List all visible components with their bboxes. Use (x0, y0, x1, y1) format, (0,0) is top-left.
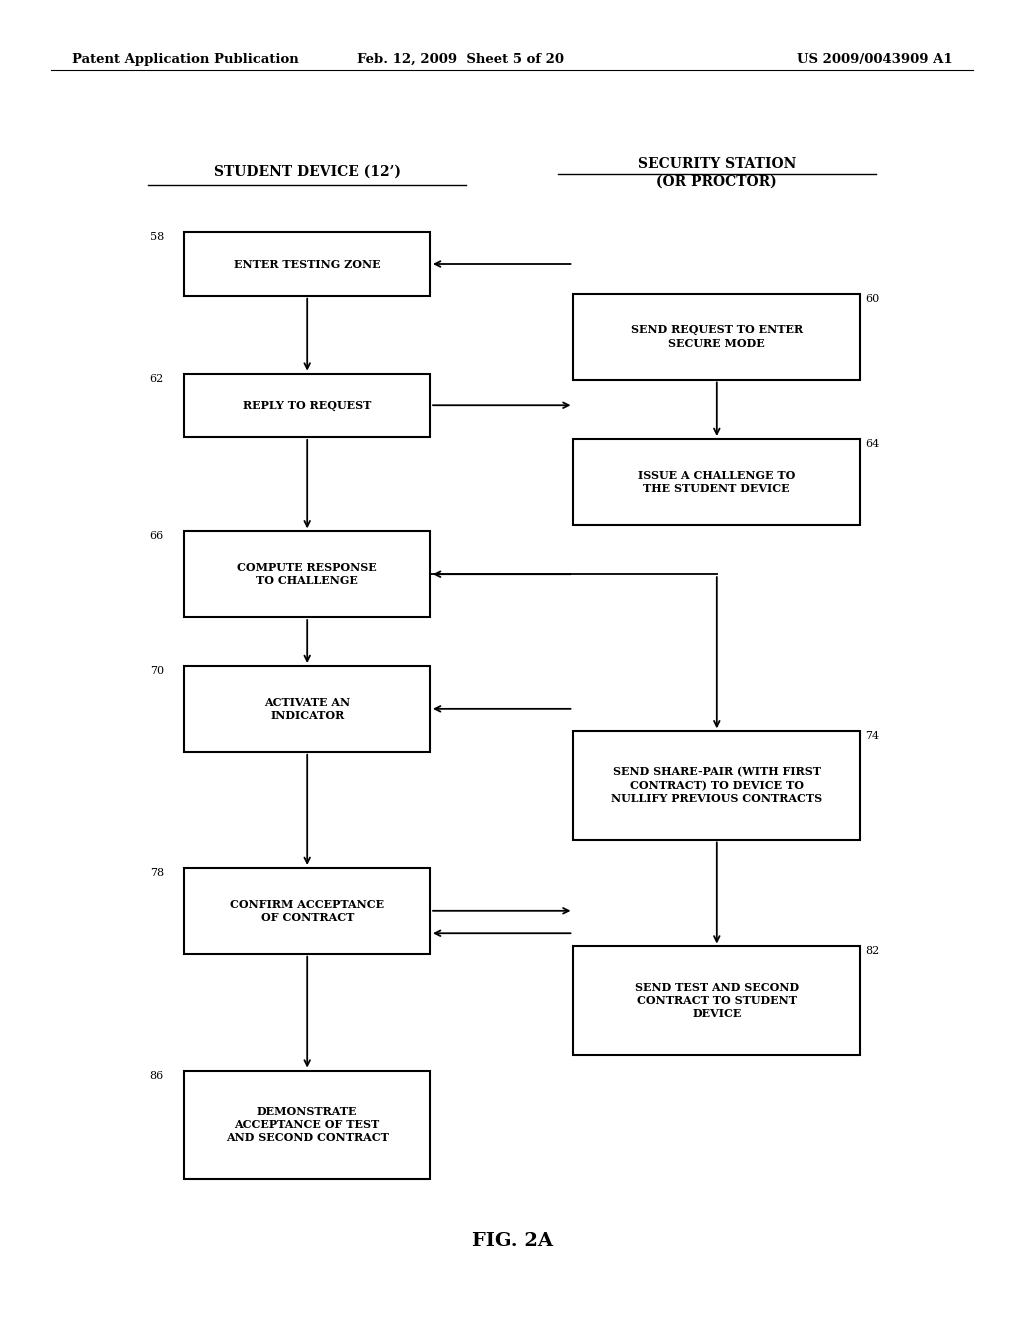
Text: SEND SHARE-PAIR (WITH FIRST
CONTRACT) TO DEVICE TO
NULLIFY PREVIOUS CONTRACTS: SEND SHARE-PAIR (WITH FIRST CONTRACT) TO… (611, 767, 822, 804)
Bar (573, 438, 860, 524)
Text: STUDENT DEVICE (12’): STUDENT DEVICE (12’) (214, 165, 400, 178)
Bar (184, 232, 430, 296)
Text: 86: 86 (150, 1071, 164, 1081)
Text: ACTIVATE AN
INDICATOR: ACTIVATE AN INDICATOR (264, 697, 350, 721)
Text: DEMONSTRATE
ACCEPTANCE OF TEST
AND SECOND CONTRACT: DEMONSTRATE ACCEPTANCE OF TEST AND SECON… (225, 1106, 389, 1143)
Text: 82: 82 (865, 946, 880, 957)
Bar (184, 869, 430, 953)
Text: COMPUTE RESPONSE
TO CHALLENGE: COMPUTE RESPONSE TO CHALLENGE (238, 562, 377, 586)
Text: FIG. 2A: FIG. 2A (471, 1232, 553, 1250)
Text: REPLY TO REQUEST: REPLY TO REQUEST (243, 400, 372, 411)
Text: 78: 78 (150, 869, 164, 878)
Text: ENTER TESTING ZONE: ENTER TESTING ZONE (233, 259, 381, 269)
Text: US 2009/0043909 A1: US 2009/0043909 A1 (797, 53, 952, 66)
Text: (OR PROCTOR): (OR PROCTOR) (656, 176, 777, 189)
Text: 74: 74 (865, 731, 880, 742)
Bar (184, 532, 430, 618)
Bar (184, 667, 430, 752)
Text: ISSUE A CHALLENGE TO
THE STUDENT DEVICE: ISSUE A CHALLENGE TO THE STUDENT DEVICE (638, 470, 796, 494)
Text: 62: 62 (150, 374, 164, 384)
Text: 66: 66 (150, 532, 164, 541)
Bar (184, 1071, 430, 1179)
Text: Feb. 12, 2009  Sheet 5 of 20: Feb. 12, 2009 Sheet 5 of 20 (357, 53, 564, 66)
Text: CONFIRM ACCEPTANCE
OF CONTRACT: CONFIRM ACCEPTANCE OF CONTRACT (230, 899, 384, 923)
Text: 58: 58 (150, 232, 164, 243)
Bar (573, 946, 860, 1055)
Text: 60: 60 (865, 294, 880, 304)
Bar (573, 293, 860, 380)
Bar (573, 731, 860, 840)
Text: SEND REQUEST TO ENTER
SECURE MODE: SEND REQUEST TO ENTER SECURE MODE (631, 325, 803, 348)
Text: SECURITY STATION: SECURITY STATION (638, 157, 796, 170)
Bar (184, 374, 430, 437)
Text: 70: 70 (150, 665, 164, 676)
Text: Patent Application Publication: Patent Application Publication (72, 53, 298, 66)
Text: SEND TEST AND SECOND
CONTRACT TO STUDENT
DEVICE: SEND TEST AND SECOND CONTRACT TO STUDENT… (635, 982, 799, 1019)
Text: 64: 64 (865, 438, 880, 449)
